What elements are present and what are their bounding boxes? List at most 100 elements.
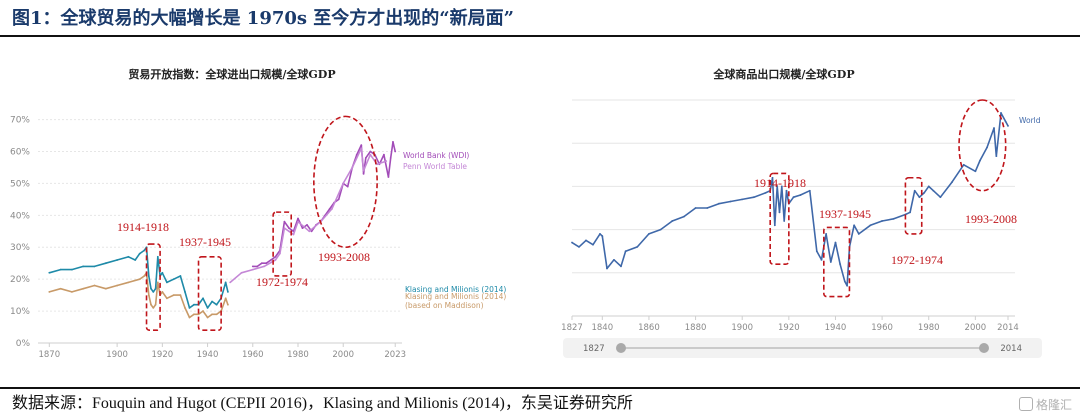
data-point — [224, 297, 227, 300]
data-point — [771, 176, 774, 179]
y-tick-label: 70% — [10, 116, 30, 126]
data-point — [127, 255, 130, 258]
data-point — [385, 160, 388, 162]
range-slider-start-label: 1827 — [583, 344, 605, 354]
data-point — [59, 268, 62, 271]
data-point — [251, 265, 254, 268]
data-point — [206, 306, 209, 309]
data-point — [792, 196, 795, 199]
data-point — [585, 239, 587, 242]
x-tick-label: 1870 — [38, 350, 60, 360]
data-point — [846, 284, 849, 287]
x-tick-label: 1880 — [685, 323, 707, 333]
data-point — [134, 259, 137, 261]
data-point — [829, 261, 832, 263]
series-label-line: Klasing and Milionis (2014) — [405, 292, 506, 301]
series-label: World — [1019, 116, 1041, 125]
x-tick-label: 2000 — [332, 350, 354, 360]
data-point — [240, 271, 243, 274]
data-point — [227, 303, 229, 306]
data-point — [939, 196, 942, 199]
data-point — [138, 252, 141, 255]
x-tick-label: 1980 — [287, 350, 309, 360]
data-point — [138, 278, 141, 281]
data-point — [648, 233, 650, 235]
series-label: Klasing and Milionis (2014) — [405, 285, 506, 294]
data-point — [172, 294, 175, 297]
data-point — [188, 306, 191, 309]
x-tick-label: 1980 — [918, 323, 940, 333]
data-point — [308, 230, 311, 233]
data-point — [369, 150, 372, 153]
series-label: Klasing and Milionis (2014) (based on Mad… — [405, 292, 506, 310]
watermark-logo-icon — [1018, 397, 1033, 411]
data-point — [776, 185, 779, 188]
merchandise-exports-chart: 全球商品出口规模/全球GDP 1827 1840 1860 1880 1900 1920 19… — [561, 67, 1042, 358]
data-point — [59, 287, 62, 290]
data-point — [193, 313, 195, 316]
data-point — [161, 271, 164, 274]
data-point — [783, 220, 786, 222]
data-point — [834, 241, 837, 244]
data-point — [197, 313, 200, 316]
source-note: 数据来源：Fouquin and Hugot (CEPII 2016)，Klas… — [12, 395, 633, 412]
data-point — [979, 159, 981, 162]
x-tick-label: 1960 — [242, 350, 264, 360]
data-point — [288, 227, 290, 229]
x-tick-label: 2000 — [965, 323, 987, 333]
data-point — [342, 182, 345, 185]
data-point — [283, 227, 286, 229]
annotation-box — [272, 211, 293, 277]
data-point — [202, 297, 204, 300]
data-point — [974, 170, 977, 173]
data-point — [752, 196, 755, 199]
y-tick-label: 30% — [10, 243, 30, 253]
data-point — [279, 252, 281, 255]
y-tick-label: 0% — [16, 339, 31, 349]
data-point — [206, 316, 209, 319]
data-point — [297, 217, 299, 220]
range-slider-end-handle — [979, 343, 989, 353]
trade-openness-chart: 贸易开放指数：全球进出口规模/全球GDP 0% 10% 20% 30% 40% 50% 60%… — [10, 67, 506, 360]
data-point — [116, 284, 119, 287]
data-point — [389, 156, 392, 159]
data-point — [143, 249, 146, 252]
chart-title: 全球商品出口规模/全球GDP — [712, 67, 854, 81]
data-point — [292, 233, 295, 236]
annotation-box — [823, 226, 851, 298]
y-tick-label: 60% — [10, 147, 30, 157]
series-line — [229, 147, 387, 284]
data-point — [202, 310, 204, 312]
data-point — [694, 207, 697, 209]
data-point — [571, 241, 573, 244]
data-point — [48, 271, 51, 274]
data-point — [48, 291, 51, 293]
x-tick-label: 1840 — [591, 323, 613, 333]
data-point — [364, 156, 367, 159]
data-point — [310, 230, 313, 233]
data-point — [147, 294, 150, 297]
data-point — [215, 313, 218, 316]
data-point — [918, 196, 921, 199]
data-point — [839, 263, 842, 266]
data-point — [741, 198, 744, 201]
data-point — [843, 280, 846, 283]
data-point — [820, 258, 823, 261]
data-point — [346, 185, 349, 188]
x-tick-label: 1827 — [561, 323, 583, 333]
data-point — [592, 243, 594, 246]
data-point — [154, 303, 157, 306]
data-point — [260, 262, 263, 265]
title-rule — [0, 35, 1080, 37]
data-point — [659, 228, 662, 231]
data-point — [193, 303, 195, 306]
y-tick-label: 50% — [10, 179, 30, 189]
data-point — [624, 250, 627, 253]
x-tick-label: 1860 — [638, 323, 660, 333]
data-point — [369, 153, 372, 156]
data-point — [251, 268, 254, 271]
range-slider-end-label: 2014 — [1000, 344, 1022, 354]
data-point — [150, 287, 152, 290]
x-tick-label: 1920 — [778, 323, 800, 333]
data-point — [116, 259, 119, 261]
